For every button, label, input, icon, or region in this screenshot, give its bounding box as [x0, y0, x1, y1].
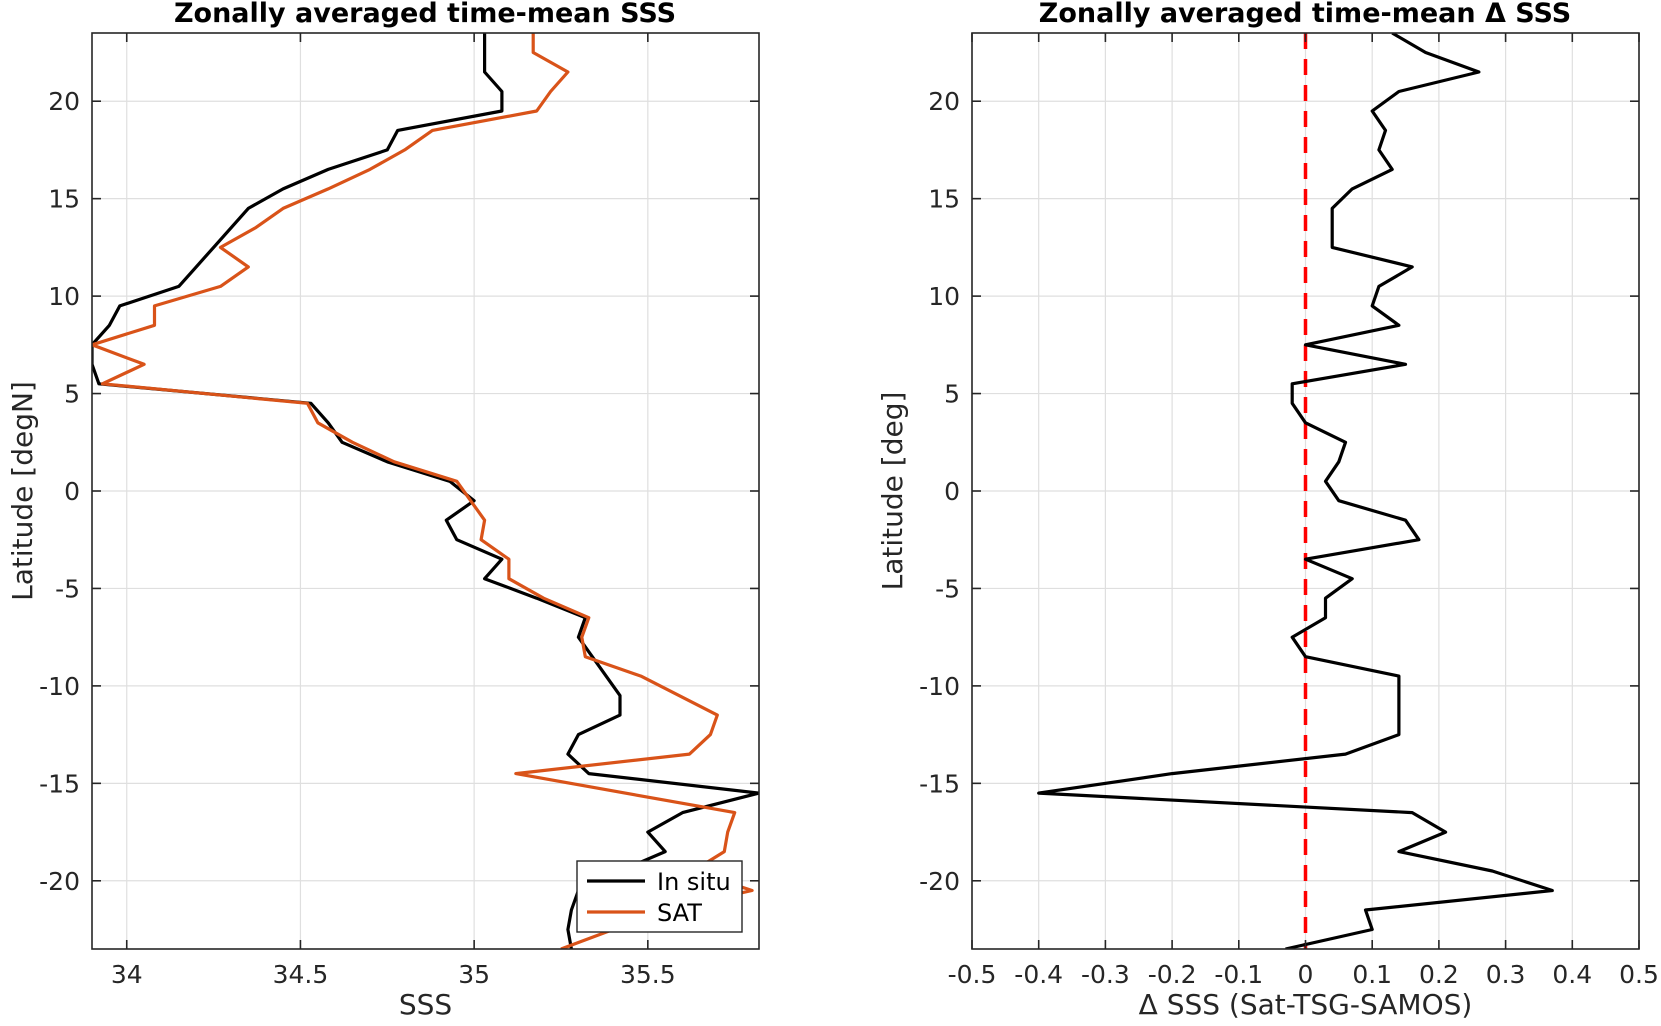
y-tick-label: -15: [39, 769, 80, 798]
y-tick-label: 20: [928, 87, 960, 116]
x-tick-label: 0.3: [1486, 960, 1526, 989]
y-tick-label: -10: [39, 672, 80, 701]
y-tick-label: -10: [919, 672, 960, 701]
x-tick-label: 35.5: [620, 960, 676, 989]
x-tick-label: -0.1: [1214, 960, 1263, 989]
y-tick-label: 15: [928, 185, 960, 214]
x-tick-label: -0.3: [1081, 960, 1130, 989]
x-tick-label: -0.2: [1148, 960, 1197, 989]
y-tick-label: 0: [944, 477, 960, 506]
x-tick-label: 0.1: [1352, 960, 1392, 989]
y-axis-label: Latitude [degN]: [6, 381, 39, 601]
legend-label: SAT: [657, 899, 702, 927]
y-tick-label: -20: [39, 867, 80, 896]
x-tick-label: 34.5: [273, 960, 329, 989]
series-line-0: [1037, 33, 1554, 949]
y-tick-label: -15: [919, 769, 960, 798]
x-tick-label: 0.4: [1552, 960, 1592, 989]
x-tick-label: 34: [111, 960, 143, 989]
x-tick-label: 0.2: [1419, 960, 1459, 989]
y-tick-label: 0: [64, 477, 80, 506]
y-tick-label: -5: [935, 574, 960, 603]
y-tick-label: 5: [944, 380, 960, 409]
y-tick-label: 15: [48, 185, 80, 214]
legend-label: In situ: [657, 868, 731, 896]
x-tick-label: -0.4: [1014, 960, 1063, 989]
series-line-sat: [92, 33, 754, 949]
chart-title: Zonally averaged time-mean Δ SSS: [1039, 0, 1571, 29]
legend-box: [576, 860, 743, 933]
x-axis-label: SSS: [399, 988, 452, 1021]
x-tick-label: 35: [458, 960, 490, 989]
y-tick-label: 10: [928, 282, 960, 311]
y-tick-label: 5: [64, 380, 80, 409]
y-tick-label: -20: [919, 867, 960, 896]
x-tick-label: 0.5: [1619, 960, 1659, 989]
x-tick-label: -0.5: [948, 960, 997, 989]
y-tick-label: 20: [48, 87, 80, 116]
y-axis-label: Latitude [deg]: [876, 392, 909, 591]
x-tick-label: 0: [1298, 960, 1314, 989]
chart-title: Zonally averaged time-mean SSS: [174, 0, 676, 29]
right-chart-panel: -0.5 -0.4 -0.3 -0.2 -0.1 0 0.1 0.2 0.3 0.4 0.5 -20 -…: [876, 0, 1659, 1021]
left-chart-panel: 34 34.5 35 35.5 -20 -15 -10 -5 0 5 10 15 20 Zonally a…: [6, 0, 760, 1021]
x-axis-label: Δ SSS (Sat-TSG-SAMOS): [1139, 988, 1473, 1021]
y-tick-label: -5: [55, 574, 80, 603]
y-tick-label: 10: [48, 282, 80, 311]
